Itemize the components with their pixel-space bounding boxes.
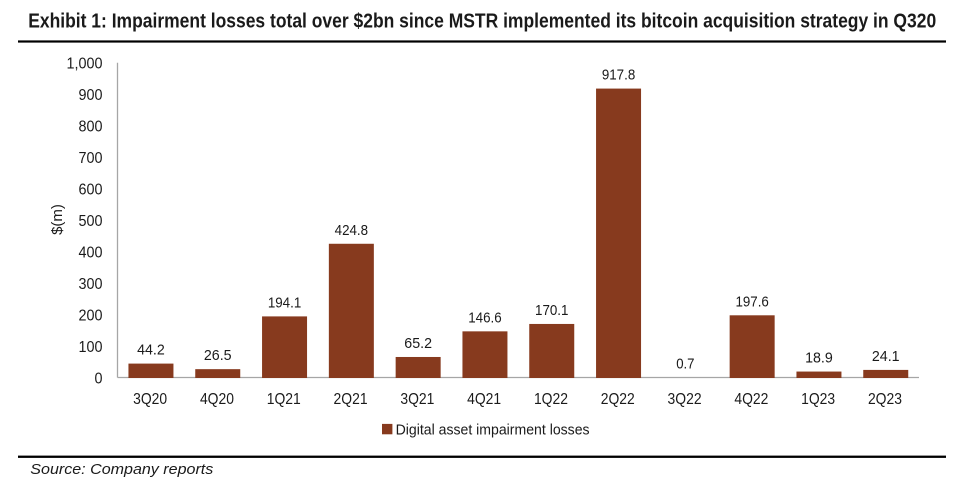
svg-text:1Q21: 1Q21 <box>267 391 301 408</box>
svg-text:Exhibit 1: Impairment losses t: Exhibit 1: Impairment losses total over … <box>28 10 936 33</box>
svg-text:197.6: 197.6 <box>735 293 768 310</box>
svg-text:917.8: 917.8 <box>602 67 635 84</box>
svg-text:194.1: 194.1 <box>268 294 301 311</box>
svg-text:18.9: 18.9 <box>805 350 833 367</box>
svg-text:3Q21: 3Q21 <box>400 391 434 408</box>
svg-text:424.8: 424.8 <box>335 222 368 239</box>
svg-text:4Q21: 4Q21 <box>467 391 501 408</box>
svg-text:3Q20: 3Q20 <box>133 391 167 408</box>
svg-text:2Q22: 2Q22 <box>601 391 635 408</box>
svg-text:44.2: 44.2 <box>137 342 165 359</box>
svg-text:Digital asset impairment losse: Digital asset impairment losses <box>396 422 590 439</box>
svg-text:1Q23: 1Q23 <box>801 391 835 408</box>
svg-text:4Q20: 4Q20 <box>200 391 234 408</box>
svg-text:$(m): $(m) <box>49 204 66 235</box>
svg-text:2Q21: 2Q21 <box>334 391 368 408</box>
svg-text:1Q22: 1Q22 <box>534 391 568 408</box>
svg-text:1,000: 1,000 <box>67 56 103 73</box>
svg-text:700: 700 <box>79 150 103 167</box>
svg-text:900: 900 <box>79 87 103 104</box>
svg-text:200: 200 <box>79 307 103 324</box>
svg-text:0.7: 0.7 <box>676 355 694 372</box>
svg-text:0: 0 <box>95 370 103 387</box>
svg-text:600: 600 <box>79 181 103 198</box>
svg-text:2Q23: 2Q23 <box>868 391 902 408</box>
svg-text:65.2: 65.2 <box>404 335 432 352</box>
svg-text:3Q22: 3Q22 <box>668 391 702 408</box>
svg-text:Source: Company reports: Source: Company reports <box>30 461 214 478</box>
svg-text:170.1: 170.1 <box>535 302 568 319</box>
svg-text:500: 500 <box>79 213 103 230</box>
svg-text:24.1: 24.1 <box>872 348 900 365</box>
svg-text:146.6: 146.6 <box>468 309 501 326</box>
svg-text:400: 400 <box>79 244 103 261</box>
svg-text:300: 300 <box>79 276 103 293</box>
svg-text:800: 800 <box>79 118 103 135</box>
svg-text:100: 100 <box>79 339 103 356</box>
svg-text:26.5: 26.5 <box>204 347 232 364</box>
svg-text:4Q22: 4Q22 <box>734 391 768 408</box>
